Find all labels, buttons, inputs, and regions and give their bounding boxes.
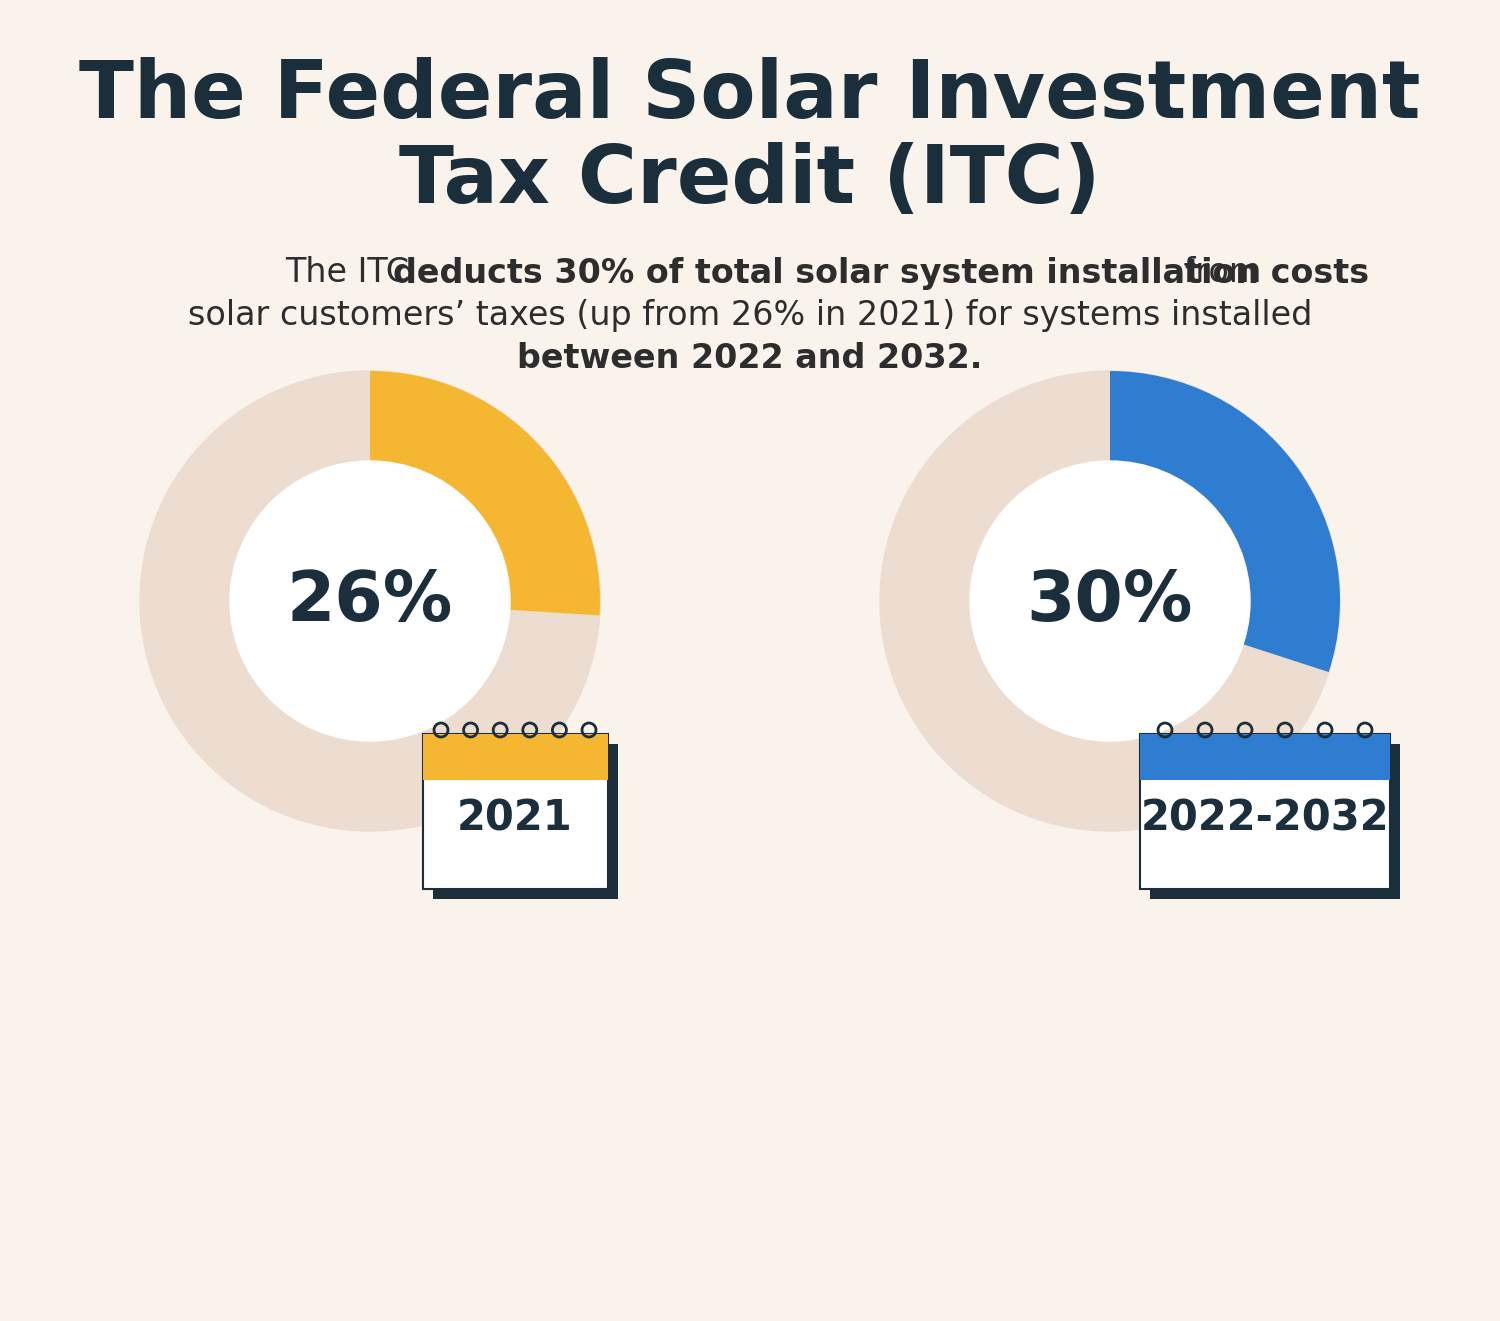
Wedge shape xyxy=(1110,371,1340,672)
Text: from: from xyxy=(1173,256,1262,289)
Text: 26%: 26% xyxy=(286,568,453,634)
Wedge shape xyxy=(370,371,600,616)
Text: solar customers’ taxes (up from 26% in 2021) for systems installed: solar customers’ taxes (up from 26% in 2… xyxy=(188,300,1312,333)
Text: 30%: 30% xyxy=(1026,568,1194,634)
Text: deducts 30% of total solar system installation costs: deducts 30% of total solar system instal… xyxy=(393,256,1370,289)
Text: 2021: 2021 xyxy=(458,798,573,840)
Text: 2022-2032: 2022-2032 xyxy=(1140,798,1389,840)
Text: The ITC: The ITC xyxy=(285,256,420,289)
Polygon shape xyxy=(140,371,600,831)
Text: Tax Credit (ITC): Tax Credit (ITC) xyxy=(399,141,1101,221)
FancyBboxPatch shape xyxy=(423,733,608,889)
Circle shape xyxy=(970,461,1250,741)
Polygon shape xyxy=(880,371,1340,831)
FancyBboxPatch shape xyxy=(1150,744,1400,898)
FancyBboxPatch shape xyxy=(432,744,618,898)
FancyBboxPatch shape xyxy=(423,733,608,779)
Text: between 2022 and 2032.: between 2022 and 2032. xyxy=(518,342,982,375)
FancyBboxPatch shape xyxy=(1140,733,1390,889)
FancyBboxPatch shape xyxy=(1140,733,1390,779)
Text: The Federal Solar Investment: The Federal Solar Investment xyxy=(80,57,1420,135)
Circle shape xyxy=(230,461,510,741)
